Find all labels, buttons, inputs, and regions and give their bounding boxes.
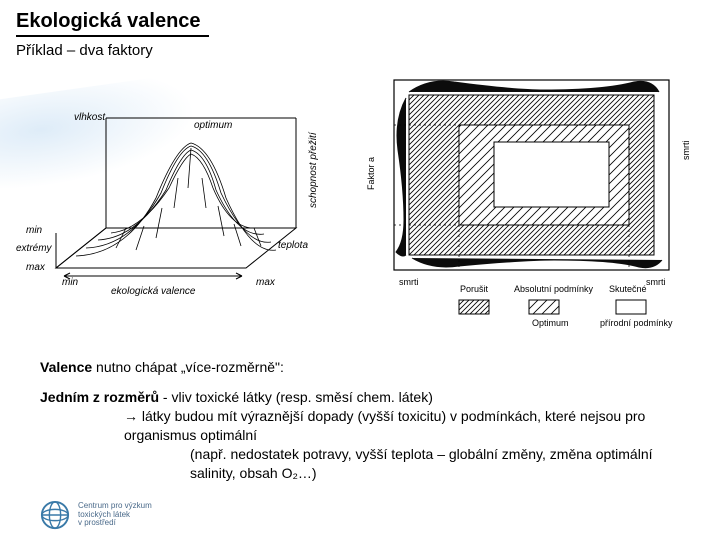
page-title: Ekologická valence bbox=[16, 10, 209, 37]
z-axis-label: schopnost přežití bbox=[308, 131, 319, 208]
tick-max: max bbox=[26, 262, 46, 273]
globe-icon bbox=[40, 500, 70, 530]
example-line: (např. nedostatek potravy, vyšší teplota… bbox=[40, 445, 680, 483]
dim-bold: Jedním z rozměrů bbox=[40, 389, 159, 405]
x-axis-label: teplota bbox=[278, 240, 308, 251]
x-right-marker: smrti bbox=[646, 277, 666, 287]
legend: Porušit Absolutní podmínky Optimum Skute… bbox=[459, 284, 673, 328]
legend-2-line1: Absolutní podmínky bbox=[514, 284, 594, 294]
dimension-block: Jedním z rozměrů - vliv toxické látky (r… bbox=[40, 388, 680, 482]
valence-line: Valence nutno chápat „více-rozměrně": bbox=[40, 358, 680, 377]
x-tick-max: max bbox=[256, 277, 276, 288]
legend-3-line1: Skutečné bbox=[609, 284, 647, 294]
x-valence: ekologická valence bbox=[111, 286, 196, 297]
footer-logo: Centrum pro výzkum toxických látek v pro… bbox=[40, 500, 152, 530]
valence-bold: Valence bbox=[40, 359, 92, 375]
y-axis-right: smrti bbox=[681, 141, 691, 161]
impact-line: → látky budou mít výraznější dopady (vyš… bbox=[40, 407, 680, 445]
y-axis-label: vlhkost bbox=[74, 112, 106, 123]
tick-min: min bbox=[26, 225, 43, 236]
tolerance-diagram: Faktor a smrti smrti smrti Porušit Absol… bbox=[354, 70, 704, 330]
peak-label: optimum bbox=[194, 120, 232, 131]
tick-ext: extrémy bbox=[16, 243, 53, 254]
legend-3-line2: přírodní podmínky bbox=[600, 318, 673, 328]
legend-2-line2: Optimum bbox=[532, 318, 569, 328]
dim-rest: - vliv toxické látky (resp. směsí chem. … bbox=[159, 389, 433, 405]
valence-rest: nutno chápat „více-rozměrně": bbox=[92, 359, 284, 375]
y-axis-left: Faktor a bbox=[366, 157, 376, 190]
x-left-marker: smrti bbox=[399, 277, 419, 287]
page-subtitle: Příklad – dva faktory bbox=[16, 42, 153, 59]
surface-diagram: vlhkost optimum min extrémy max min ekol… bbox=[16, 78, 326, 308]
org-3: v prostředí bbox=[78, 519, 152, 528]
x-tick-min: min bbox=[62, 277, 79, 288]
diagram-area: vlhkost optimum min extrémy max min ekol… bbox=[16, 70, 704, 335]
legend-1: Porušit bbox=[460, 284, 489, 294]
footer-text: Centrum pro výzkum toxických látek v pro… bbox=[78, 502, 152, 528]
